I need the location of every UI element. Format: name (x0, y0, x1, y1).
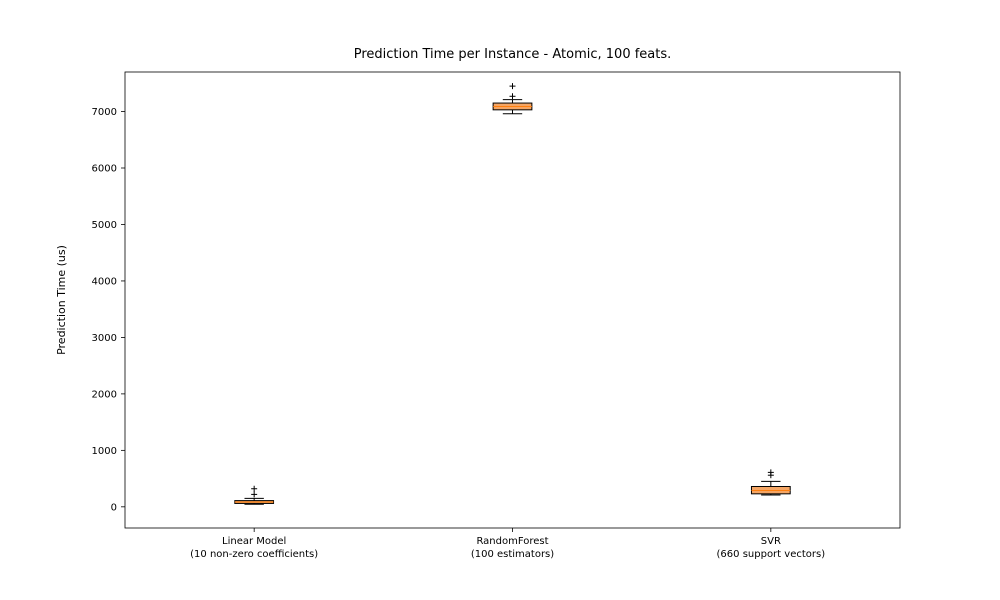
xtick-label-line1: Linear Model (222, 536, 286, 547)
flier-marker (251, 486, 257, 492)
flier-marker (768, 469, 774, 475)
ytick-label: 1000 (92, 446, 117, 457)
y-axis-label: Prediction Time (us) (55, 245, 68, 355)
xtick-label-line1: RandomForest (476, 536, 548, 547)
xtick-label: Linear Model (10 non-zero coefficients) (190, 536, 318, 560)
ytick-label: 4000 (92, 276, 117, 287)
ytick-label: 0 (111, 502, 117, 513)
chart-container: 0 1000 2000 3000 4000 5000 6000 7000 Prediction … (0, 0, 1000, 600)
xtick-label: RandomForest (100 estimators) (471, 536, 554, 560)
flier-marker (510, 93, 516, 99)
ytick-label: 5000 (92, 220, 117, 231)
ytick-label: 2000 (92, 389, 117, 400)
xtick-label-line2: (660 support vectors) (717, 549, 826, 560)
boxplot-chart: 0 1000 2000 3000 4000 5000 6000 7000 Prediction … (0, 0, 1000, 600)
xtick-label-line2: (10 non-zero coefficients) (190, 549, 318, 560)
flier-marker (251, 491, 257, 497)
chart-title: Prediction Time per Instance - Atomic, 1… (354, 47, 672, 62)
ytick-label: 7000 (92, 107, 117, 118)
ytick-label: 6000 (92, 164, 117, 175)
flier-marker (510, 83, 516, 89)
plot-border (125, 72, 900, 528)
xtick-label: SVR (660 support vectors) (717, 536, 826, 560)
xtick-label-line1: SVR (761, 536, 781, 547)
ytick-label: 3000 (92, 333, 117, 344)
xtick-label-line2: (100 estimators) (471, 549, 554, 560)
